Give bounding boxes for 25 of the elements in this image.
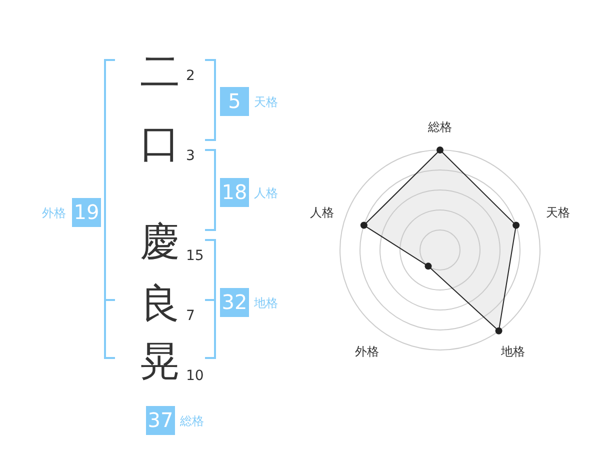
spoke-label: 総格 [427, 120, 452, 134]
category-label: 口 [140, 121, 180, 167]
text: 5 [228, 89, 241, 113]
category-label: 晃 [140, 339, 180, 385]
spoke-label: 人格 [310, 206, 334, 220]
text: 19 [74, 200, 100, 224]
text: 地格 [253, 296, 278, 310]
text: 総格 [179, 414, 204, 428]
text: 2 [186, 68, 195, 84]
text: 32 [222, 290, 248, 314]
text: 天格 [254, 95, 278, 109]
category-label: 慶 [140, 219, 180, 265]
text: 外格 [42, 206, 66, 220]
text: 人格 [254, 186, 278, 200]
spoke-label: 外格 [355, 344, 380, 358]
text: 18 [222, 180, 248, 204]
text: 3 [186, 148, 195, 164]
category-label: 良 [140, 281, 180, 327]
spoke-label: 地格 [500, 344, 525, 358]
text: 15 [186, 248, 204, 264]
spoke-label: 天格 [546, 206, 570, 220]
text: 37 [148, 408, 174, 432]
text: 10 [186, 368, 204, 384]
text: 7 [186, 308, 195, 324]
category-label: 二 [140, 49, 180, 95]
